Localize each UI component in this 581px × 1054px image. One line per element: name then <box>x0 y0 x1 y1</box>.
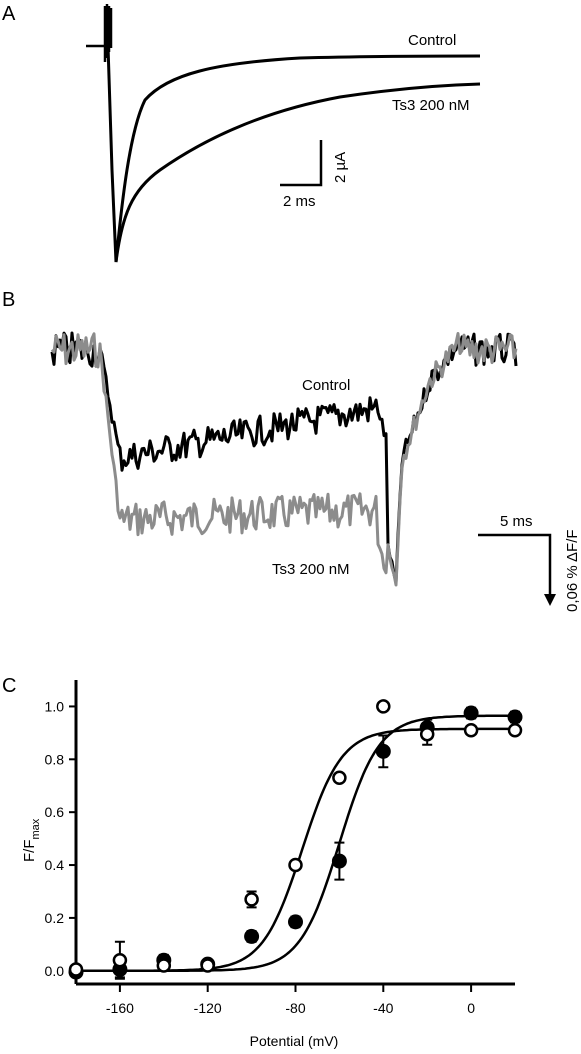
x-tick-label: -80 <box>285 1000 305 1016</box>
data-point-filled <box>288 914 303 930</box>
panel-a-control-label: Control <box>408 32 456 49</box>
data-point-open <box>288 857 303 873</box>
data-point-open <box>376 699 391 714</box>
data-point-open <box>68 962 84 977</box>
y-axis-label-sub: max <box>30 818 42 839</box>
data-point-open <box>112 952 128 968</box>
panel-b-scalebar-fluorescence: 0,06 % ΔF/F <box>564 529 581 612</box>
panel-b-scalebar-time: 5 ms <box>500 513 533 530</box>
panel-b-toxin-label: Ts3 200 nM <box>272 561 350 578</box>
control-current-trace <box>106 45 481 263</box>
panel-c-axes: 0.0 0.2 0.4 0.6 0.8 1.0 -160 -120 -80 -40 0 <box>45 680 515 1016</box>
panel-a-letter: A <box>2 3 16 25</box>
toxin-fluorescence-trace <box>50 332 518 587</box>
data-point-open <box>463 722 479 738</box>
panel-c: C 0.0 0.2 0.4 0.6 0.8 1.0 -160 -120 -80 -40 0 Pote… <box>2 675 523 1049</box>
y-tick-label: 0.0 <box>45 963 65 979</box>
x-tick-label: -120 <box>194 1000 222 1016</box>
y-tick-label: 0.8 <box>45 751 65 767</box>
y-axis-label: F/Fmax <box>21 818 42 862</box>
panel-c-data-points <box>68 699 523 980</box>
panel-a-scalebar <box>280 140 323 187</box>
panel-b-scalebar-arrowhead <box>544 594 556 606</box>
panel-a-scalebar-current: 2 µA <box>332 152 349 183</box>
data-point-filled <box>507 709 523 725</box>
panel-c-fit-curves <box>76 714 515 973</box>
panel-b-control-label: Control <box>302 377 350 394</box>
panel-a-toxin-label: Ts3 200 nM <box>392 97 470 114</box>
data-point-open <box>332 770 347 786</box>
panel-a-scalebar-time: 2 ms <box>283 193 316 210</box>
data-point-open <box>200 958 215 973</box>
panel-c-letter: C <box>2 675 16 697</box>
panel-a-stimulus-artifact <box>103 4 113 62</box>
data-point-filled <box>331 853 347 869</box>
panel-b: B Control Ts3 200 nM 5 ms 0,06 % ΔF/F <box>2 289 581 612</box>
x-axis-label: Potential (mV) <box>250 1033 339 1049</box>
data-point-filled <box>375 743 391 759</box>
y-axis-label-main: F/F <box>21 840 38 863</box>
x-tick-label: 0 <box>467 1000 475 1016</box>
control-fluorescence-trace <box>50 331 518 584</box>
panel-b-scalebar <box>478 533 552 598</box>
data-point-open <box>244 892 259 907</box>
panel-b-letter: B <box>2 289 15 311</box>
y-tick-label: 0.6 <box>45 804 65 820</box>
toxin-current-trace <box>114 82 481 263</box>
data-point-open <box>156 958 172 973</box>
fit-curve-open <box>76 727 515 973</box>
data-point-open <box>507 722 523 738</box>
fit-curve-filled <box>76 714 515 973</box>
y-tick-label: 1.0 <box>45 698 65 714</box>
x-tick-label: -40 <box>373 1000 393 1016</box>
data-point-open <box>419 726 435 742</box>
data-point-filled <box>244 928 260 944</box>
x-tick-label: -160 <box>106 1000 134 1016</box>
panel-a: A Control Ts3 200 nM 2 ms 2 µA <box>2 3 481 263</box>
data-point-filled <box>463 705 479 721</box>
y-tick-label: 0.2 <box>45 910 65 926</box>
y-tick-label: 0.4 <box>45 857 65 873</box>
